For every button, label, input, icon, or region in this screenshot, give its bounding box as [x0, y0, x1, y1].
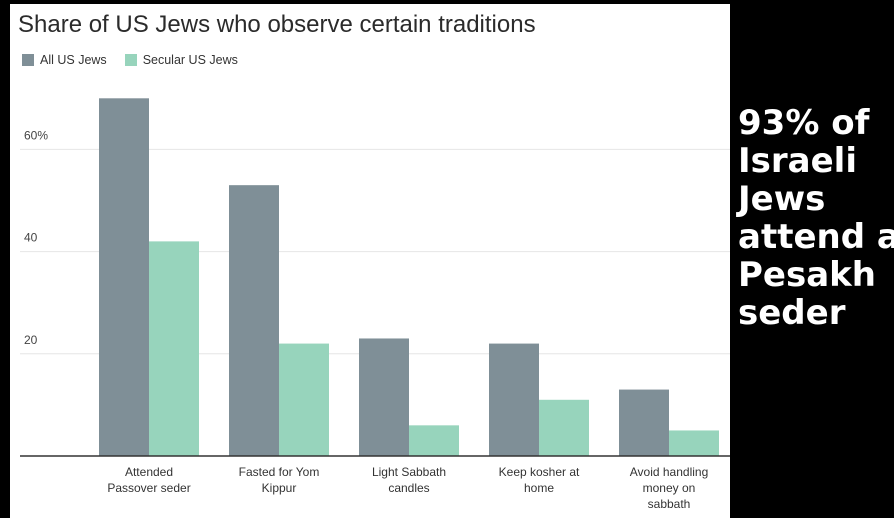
chart-title: Share of US Jews who observe certain tra…	[18, 11, 536, 38]
x-tick-label-line: Avoid handling	[630, 465, 709, 479]
x-tick-label: Light Sabbath candles	[372, 465, 446, 495]
x-tick-label-line: Passover seder	[107, 481, 190, 495]
x-tick-label-line: sabbath	[648, 497, 691, 511]
y-tick-label: 60%	[24, 128, 48, 142]
x-tick-label: Fasted for Yom Kippur	[239, 465, 320, 495]
bar-secular-us-jews	[669, 430, 719, 456]
legend-item-secular-us-jews: Secular US Jews	[124, 53, 238, 67]
x-tick-label-line: Attended	[125, 465, 173, 479]
side-caption-line: attend a	[738, 217, 894, 257]
y-tick-label: 40	[24, 231, 38, 245]
side-caption-line: Israeli	[738, 141, 857, 181]
x-tick-label-line: candles	[388, 481, 429, 495]
x-tick-label-line: money on	[643, 481, 696, 495]
x-tick-label-line: Kippur	[262, 481, 297, 495]
x-tick-label-line: Light Sabbath	[372, 465, 446, 479]
y-tick-label: 20	[24, 333, 38, 347]
x-tick-label: Avoid handling money on sabbath	[630, 465, 709, 511]
chart-panel: 20 40 60% Attended Passover seder Fasted for …	[10, 4, 730, 518]
side-caption: 93% of Israeli Jews attend a Pesakh sede…	[738, 103, 894, 333]
bar-all-us-jews	[489, 343, 539, 456]
side-caption-line: seder	[738, 293, 846, 333]
bar-chart: 20 40 60% Attended Passover seder Fasted for …	[20, 98, 730, 511]
side-caption-line: Jews	[738, 179, 826, 219]
bar-all-us-jews	[99, 98, 149, 457]
x-tick-label-line: Fasted for Yom	[239, 465, 320, 479]
bar-secular-us-jews	[279, 343, 329, 456]
legend-item-all-us-jews: All US Jews	[22, 53, 107, 67]
side-caption-line: Pesakh	[738, 255, 876, 295]
bar-secular-us-jews	[149, 241, 199, 456]
legend-label: All US Jews	[40, 53, 107, 67]
x-tick-label-line: home	[524, 481, 554, 495]
side-caption-line: 93% of	[738, 103, 870, 143]
bar-secular-us-jews	[539, 399, 589, 456]
bar-all-us-jews	[229, 185, 279, 457]
x-tick-label-line: Keep kosher at	[499, 465, 580, 479]
x-tick-label: Keep kosher at home	[499, 465, 580, 495]
bar-secular-us-jews	[409, 425, 459, 456]
bar-all-us-jews	[619, 389, 669, 456]
legend-label: Secular US Jews	[142, 53, 238, 67]
legend-swatch	[22, 54, 34, 66]
legend: All US Jews Secular US Jews	[22, 53, 238, 67]
legend-swatch	[124, 54, 137, 66]
bar-all-us-jews	[359, 338, 409, 456]
x-tick-label: Attended Passover seder	[107, 465, 190, 495]
